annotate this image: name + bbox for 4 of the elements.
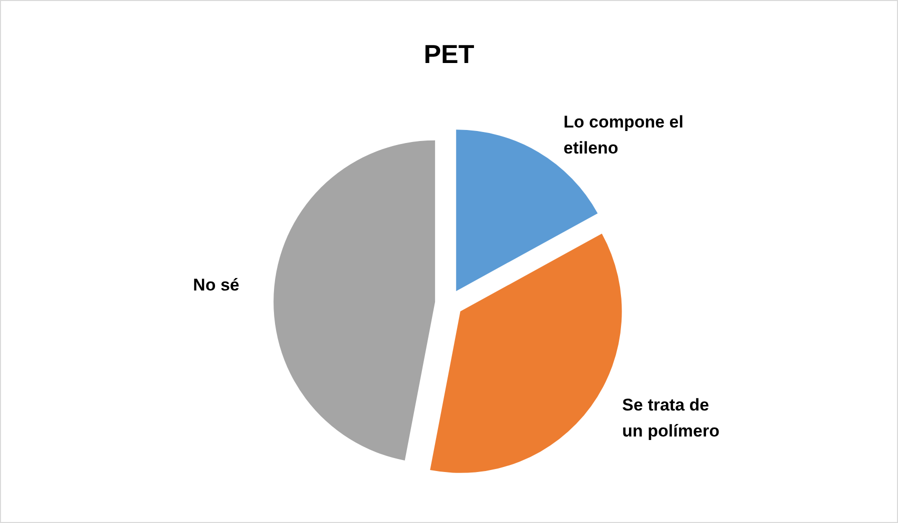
slice-label: No sé — [193, 275, 240, 294]
slice-label: Lo compone el etileno — [564, 112, 684, 158]
chart-title: PET — [424, 39, 474, 69]
slice-label: Se trata de un polímero — [622, 396, 720, 441]
